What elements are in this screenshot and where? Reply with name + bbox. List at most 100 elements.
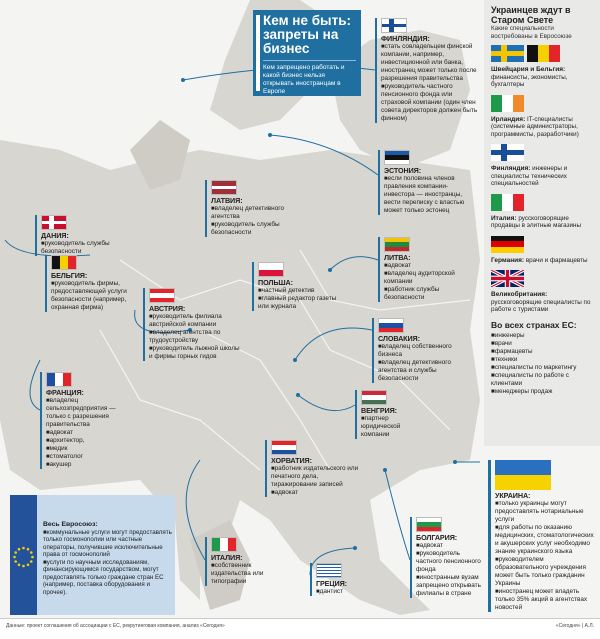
flag-icon [41,215,67,230]
flag-icon [258,262,284,277]
country-name: Дания: [41,231,69,240]
flag-icon [491,94,524,112]
restriction-item: работник службы безопасности [384,286,468,302]
flag-icon [46,372,72,387]
page-title: Кем не быть: запреты на бизнес [263,13,351,56]
eu-star [14,560,18,563]
flag-icon [271,440,297,455]
flag-icon [416,517,442,532]
callout-ukraine: Украина:только украинцы могут предоставл… [488,460,596,612]
flag-icon [211,180,237,195]
country-name: Франция: [46,388,84,397]
country-name: Эстония: [384,166,422,175]
title-bar [256,15,260,91]
flag-icon [149,288,175,303]
eu-star [31,555,34,559]
eu-star [14,551,18,554]
restriction-item: владелец детективного агентства [211,205,290,221]
demand-country: Ирландия: [491,115,526,123]
restriction-item: работник издательского или печатного дел… [271,465,365,489]
demand-jobs: русскоговорящие специалисты по работе с … [491,298,591,314]
flag-icon [381,18,407,33]
restriction-item: руководителем образовательного учреждени… [495,556,596,588]
callout-belgium: Бельгия:руководитель фирмы, предоставляю… [45,255,145,312]
restriction-item: только украинцы могут предоставлять нота… [495,500,596,524]
restriction-item: иностранец может владеть только 35% акци… [495,588,596,612]
restriction-item: руководитель фирмы, предоставляющей услу… [51,280,145,312]
restriction-item: адвокат [271,489,365,497]
callout-hungary: Венгрия:партнер юридической компании [355,390,405,439]
flag-icon [51,255,77,270]
restriction-item: руководитель частного пенсионного фонда … [381,83,481,123]
demand-country: Великобритания: [491,291,548,298]
restriction-item: партнер юридической компании [361,415,405,439]
all-eu-item: врачи [491,340,594,348]
credit: «Сегодня» | А.Л. [555,623,594,629]
flag-icon [527,45,560,62]
flag-icon [491,193,524,211]
flag-icon [384,150,410,165]
restriction-item: собственник издательства или типографии [211,562,270,586]
country-name: Украина: [495,491,531,500]
restriction-item: адвокат [46,429,120,437]
eu-star [22,564,25,568]
flag-icon [211,537,237,552]
restriction-item: адвокат [416,542,482,550]
all-eu-item: техники [491,356,594,364]
sidebar-heading: Украинцев ждут в Старом Свете [491,5,571,25]
restriction-item: акушер [46,461,120,469]
eu-star [17,547,21,551]
demand-country: Финляндия: [491,165,531,172]
country-name: Польша: [258,278,293,287]
eu-star [17,563,21,567]
restriction-item: дантист [316,588,360,596]
demand-country: Швейцария и Бельгия: [491,66,566,73]
eu-item: коммунальные услуги могут предоставлять … [43,529,175,559]
demand-jobs: врачи и фармацевты [525,256,588,264]
demand-item: Швейцария и Бельгия: финансисты, экономи… [491,45,594,89]
callout-lithuania: Литва:адвокатвладелец аудиторской компан… [378,237,468,302]
flag-icon [361,390,387,405]
demand-jobs: финансисты, экономисты, бухгалтеры [491,73,568,89]
flag-icon [491,144,524,161]
eu-flag-icon [10,495,37,615]
callout-finland: Финляндия:стать совладельцем финской ком… [375,18,481,123]
demand-item: Германия: врачи и фармацевты [491,235,594,265]
all-eu-item: инженеры [491,332,594,340]
restriction-item: главный редактор газеты или журнала [258,295,337,311]
country-name: Хорватия: [271,456,312,465]
title-box: Кем не быть: запреты на бизнес Кем запре… [253,10,361,96]
demand-item: Финляндия: инженеры и специалисты технич… [491,144,594,188]
callout-france: Франция:владелец сельхозпредприятия — то… [40,372,120,469]
flag-icon [491,270,524,287]
footer: Данные: проект соглашения об ассоциации … [0,618,600,639]
eu-star [26,547,30,551]
page-subtitle: Кем запрещено работать и какой бизнес не… [263,60,356,96]
eu-box: Весь Евросоюз: коммунальные услуги могут… [10,495,175,615]
flag-icon [384,237,410,252]
restriction-item: руководитель частного пенсионного фонда [416,550,482,574]
callout-bulgaria: Болгария:адвокатруководитель частного пе… [410,517,482,598]
country-name: Болгария: [416,533,458,542]
demand-item: Ирландия: IT-специалисты (системные адми… [491,94,594,139]
eu-star [22,546,25,550]
eu-star [29,551,33,554]
country-name: Латвия: [211,196,243,205]
demand-jobs: IT-специалисты (системные администраторы… [491,115,579,138]
demand-list: Швейцария и Бельгия: финансисты, экономи… [491,45,594,314]
flag-icon [378,318,404,333]
callout-austria: Австрия:руководитель филиала австрийской… [143,288,243,361]
restriction-item: владелец аудиторской компании [384,270,468,286]
country-name: Финляндия: [381,34,430,43]
demand-jobs: русскоговорящие продавцы в элитные магаз… [491,214,582,230]
country-name: Италия: [211,553,243,562]
restriction-item: адвокат [384,262,468,270]
restriction-item: владелец агентства по трудоустройству [149,329,243,345]
callout-poland: Польша:частный детективглавный редактор … [252,262,337,311]
demand-jobs: инженеры и специалисты технических специ… [491,165,568,187]
restriction-item: владелец детективного агентства и службы… [378,359,477,383]
restriction-item: стоматолог [46,453,120,461]
sidebar-subtitle: Какие специальности востребованы в Еврос… [491,25,572,40]
restriction-item: руководитель лыжной школы и фирмы горных… [149,345,243,361]
all-eu-item: специалисты по работе с клиентами [491,372,594,388]
